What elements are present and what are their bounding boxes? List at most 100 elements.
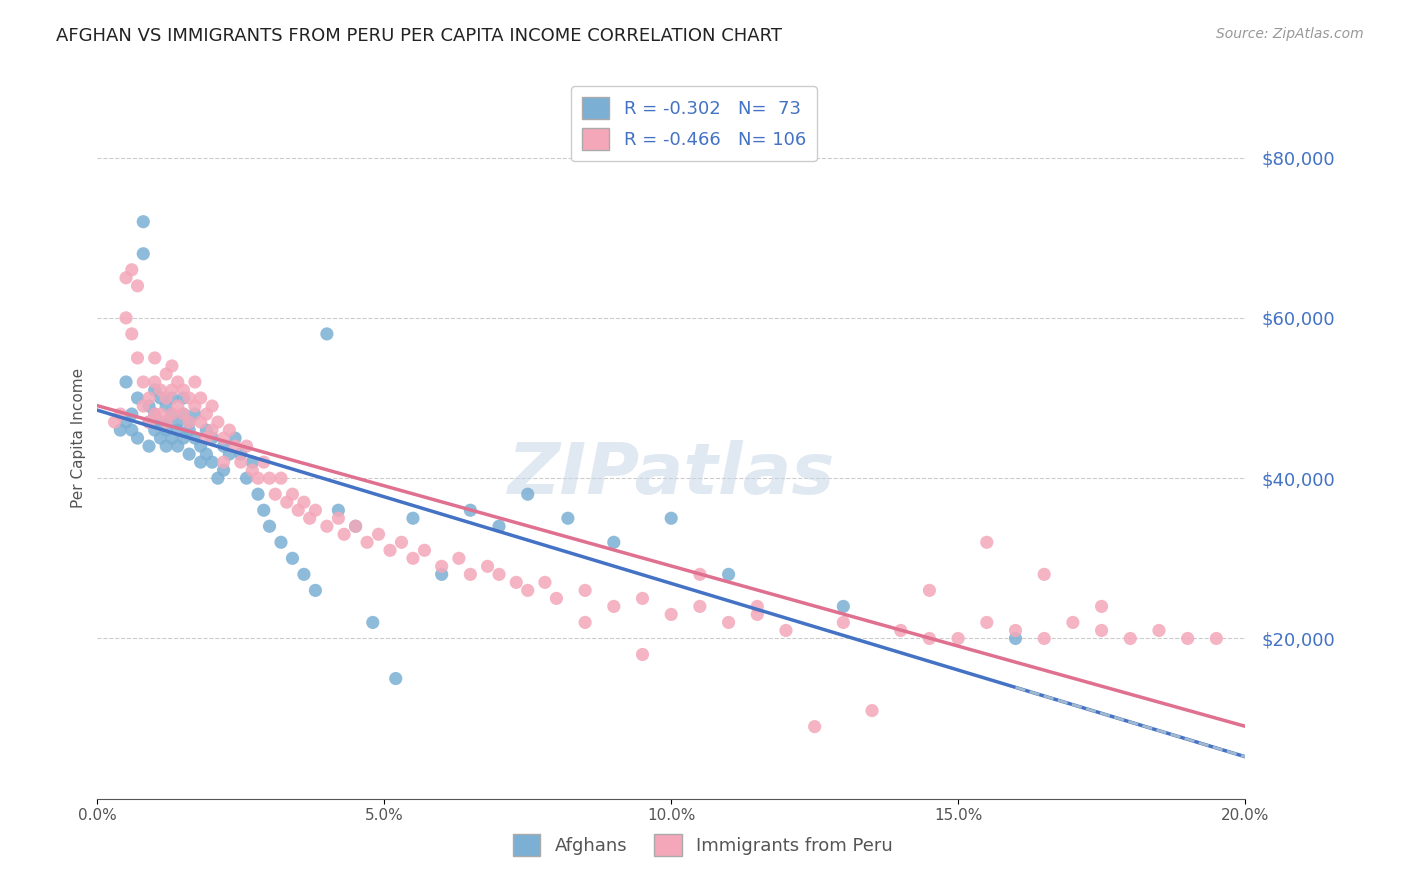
Point	[659, 511, 682, 525]
Point	[402, 551, 425, 566]
Point	[1147, 624, 1170, 638]
Point	[143, 423, 166, 437]
Point	[292, 495, 315, 509]
Point	[240, 455, 263, 469]
Point	[378, 543, 401, 558]
Point	[574, 615, 596, 630]
Point	[149, 415, 172, 429]
Point	[179, 447, 201, 461]
Point	[488, 519, 510, 533]
Point	[1205, 632, 1227, 646]
Point	[315, 519, 337, 533]
Point	[860, 704, 883, 718]
Point	[110, 423, 132, 437]
Point	[328, 511, 350, 525]
Point	[195, 407, 218, 421]
Point	[747, 607, 769, 622]
Point	[127, 278, 149, 293]
Point	[546, 591, 568, 606]
Point	[224, 439, 246, 453]
Point	[367, 527, 389, 541]
Point	[138, 439, 160, 453]
Text: Source: ZipAtlas.com: Source: ZipAtlas.com	[1216, 27, 1364, 41]
Point	[264, 487, 287, 501]
Point	[1090, 599, 1112, 614]
Point	[166, 415, 188, 429]
Point	[281, 487, 304, 501]
Point	[127, 391, 149, 405]
Point	[430, 567, 453, 582]
Point	[160, 383, 183, 397]
Point	[121, 423, 143, 437]
Point	[1090, 624, 1112, 638]
Point	[890, 624, 912, 638]
Point	[212, 463, 235, 477]
Point	[121, 407, 143, 421]
Y-axis label: Per Capita Income: Per Capita Income	[72, 368, 86, 508]
Point	[505, 575, 527, 590]
Point	[460, 503, 482, 517]
Point	[229, 455, 252, 469]
Point	[488, 567, 510, 582]
Point	[190, 439, 212, 453]
Point	[976, 535, 998, 549]
Point	[207, 415, 229, 429]
Point	[276, 495, 298, 509]
Point	[460, 567, 482, 582]
Point	[121, 262, 143, 277]
Point	[946, 632, 969, 646]
Point	[115, 310, 138, 325]
Point	[1004, 624, 1026, 638]
Point	[201, 399, 224, 413]
Text: AFGHAN VS IMMIGRANTS FROM PERU PER CAPITA INCOME CORRELATION CHART: AFGHAN VS IMMIGRANTS FROM PERU PER CAPIT…	[56, 27, 782, 45]
Point	[1062, 615, 1084, 630]
Point	[155, 423, 177, 437]
Point	[259, 519, 281, 533]
Point	[328, 503, 350, 517]
Point	[361, 615, 384, 630]
Point	[1119, 632, 1142, 646]
Point	[155, 415, 177, 429]
Point	[179, 415, 201, 429]
Point	[976, 615, 998, 630]
Point	[344, 519, 367, 533]
Point	[747, 599, 769, 614]
Point	[179, 423, 201, 437]
Point	[253, 503, 276, 517]
Point	[179, 415, 201, 429]
Point	[212, 455, 235, 469]
Point	[430, 559, 453, 574]
Point	[477, 559, 499, 574]
Point	[212, 439, 235, 453]
Point	[190, 455, 212, 469]
Point	[240, 463, 263, 477]
Point	[689, 599, 711, 614]
Point	[132, 375, 155, 389]
Point	[918, 632, 941, 646]
Point	[143, 351, 166, 365]
Point	[143, 407, 166, 421]
Point	[775, 624, 797, 638]
Point	[138, 391, 160, 405]
Point	[190, 391, 212, 405]
Point	[160, 407, 183, 421]
Point	[717, 615, 740, 630]
Point	[447, 551, 470, 566]
Point	[253, 455, 276, 469]
Point	[229, 447, 252, 461]
Point	[1177, 632, 1199, 646]
Point	[127, 351, 149, 365]
Point	[155, 391, 177, 405]
Point	[195, 431, 218, 445]
Point	[270, 535, 292, 549]
Point	[298, 511, 321, 525]
Point	[201, 431, 224, 445]
Point	[138, 399, 160, 413]
Point	[557, 511, 579, 525]
Point	[717, 567, 740, 582]
Point	[247, 487, 270, 501]
Point	[121, 326, 143, 341]
Point	[127, 431, 149, 445]
Point	[155, 439, 177, 453]
Point	[149, 391, 172, 405]
